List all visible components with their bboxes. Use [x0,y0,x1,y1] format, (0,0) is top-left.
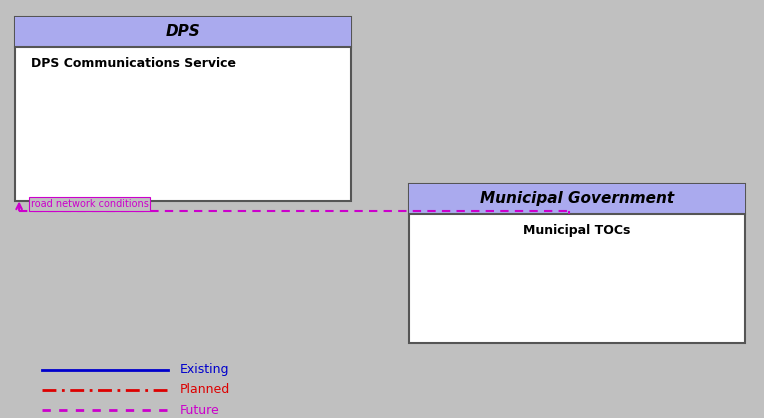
Text: Municipal Government: Municipal Government [480,191,674,206]
Text: road network conditions: road network conditions [31,199,148,209]
Text: Future: Future [180,403,219,417]
Text: DPS Communications Service: DPS Communications Service [31,57,235,70]
Text: DPS: DPS [166,24,201,39]
Bar [409,184,745,214]
Bar [15,17,351,201]
Bar [15,17,351,47]
Text: Planned: Planned [180,383,230,397]
Text: Municipal TOCs: Municipal TOCs [523,224,630,237]
Bar [409,184,745,343]
Text: Existing: Existing [180,363,229,377]
